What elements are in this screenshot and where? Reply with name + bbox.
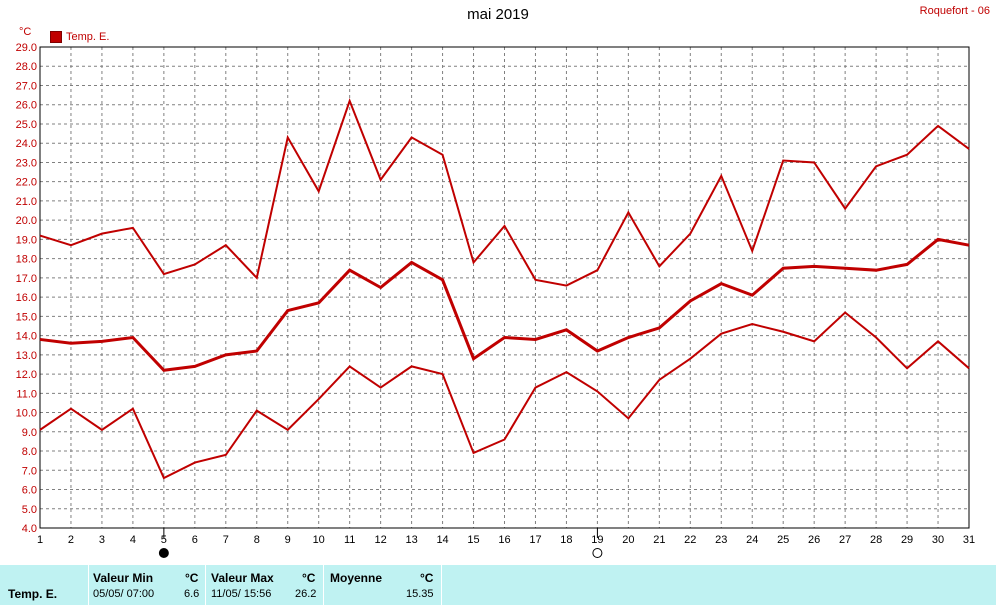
x-tick-label: 19 — [591, 534, 603, 546]
x-tick-label: 13 — [405, 534, 417, 546]
y-tick-label: 16.0 — [16, 292, 37, 304]
stats-min-header: Valeur Min — [93, 571, 154, 585]
full-moon-icon — [592, 548, 603, 558]
y-axis-unit: °C — [19, 26, 32, 38]
y-tick-label: 28.0 — [16, 61, 37, 73]
y-tick-label: 6.0 — [22, 485, 37, 497]
stats-min-unit: °C — [185, 571, 199, 585]
y-tick-label: 11.0 — [16, 388, 37, 400]
x-tick-label: 11 — [344, 534, 355, 546]
x-tick-label: 29 — [901, 534, 913, 546]
x-tick-label: 27 — [839, 534, 851, 546]
stats-max-date: 11/05/ 15:56 — [211, 588, 272, 600]
station-name: Roquefort - 06 — [919, 5, 990, 17]
plot-frame — [39, 46, 970, 529]
y-tick-label: 15.0 — [16, 311, 37, 323]
temperature-chart: 4.05.06.07.08.09.010.011.012.013.014.015… — [16, 42, 975, 558]
y-tick-label: 12.0 — [16, 369, 37, 381]
y-tick-label: 5.0 — [22, 504, 37, 516]
y-tick-label: 23.0 — [16, 157, 37, 169]
y-tick-label: 24.0 — [16, 138, 37, 150]
x-tick-label: 14 — [436, 534, 448, 546]
y-tick-label: 19.0 — [16, 234, 37, 246]
x-tick-label: 16 — [498, 534, 510, 546]
x-tick-label: 8 — [254, 534, 260, 546]
y-tick-label: 27.0 — [16, 80, 37, 92]
x-tick-label: 3 — [99, 534, 105, 546]
legend: Temp. E. — [50, 31, 109, 43]
y-tick-label: 14.0 — [16, 331, 37, 343]
series-line-min — [39, 311, 970, 480]
x-tick-label: 9 — [285, 534, 291, 546]
stats-min-date: 05/05/ 07:00 — [93, 588, 155, 600]
stats-panel: Temp. E. Valeur Min °C 05/05/ 07:00 6.6 … — [0, 565, 996, 605]
x-tick-label: 15 — [467, 534, 479, 546]
x-tick-label: 2 — [68, 534, 74, 546]
stats-min-value: 6.6 — [184, 588, 200, 600]
x-tick-label: 21 — [653, 534, 665, 546]
series-line-max — [39, 97, 970, 287]
x-tick-label: 22 — [684, 534, 696, 546]
x-tick-label: 12 — [375, 534, 387, 546]
stats-max-header: Valeur Max — [211, 571, 274, 585]
y-tick-label: 8.0 — [22, 446, 37, 458]
x-tick-label: 30 — [932, 534, 944, 546]
x-tick-label: 23 — [715, 534, 727, 546]
new-moon-icon — [158, 548, 169, 558]
legend-label: Temp. E. — [66, 31, 110, 43]
x-tick-label: 25 — [777, 534, 789, 546]
x-tick-label: 20 — [622, 534, 634, 546]
x-tick-label: 26 — [808, 534, 820, 546]
x-tick-label: 1 — [37, 534, 43, 546]
x-tick-label: 6 — [192, 534, 198, 546]
stats-avg-unit: °C — [420, 571, 434, 585]
legend-swatch — [50, 31, 62, 43]
x-tick-label: 7 — [223, 534, 229, 546]
y-tick-label: 17.0 — [16, 273, 37, 285]
stats-max-unit: °C — [302, 571, 316, 585]
y-tick-label: 22.0 — [16, 177, 37, 189]
y-tick-label: 13.0 — [16, 350, 37, 362]
x-tick-label: 18 — [560, 534, 572, 546]
stats-series-cell: Temp. E. — [0, 565, 89, 605]
y-tick-label: 4.0 — [22, 523, 37, 535]
x-tick-label: 4 — [130, 534, 136, 546]
x-tick-label: 31 — [963, 534, 975, 546]
x-tick-label: 10 — [313, 534, 325, 546]
x-tick-label: 28 — [870, 534, 882, 546]
stats-avg-header: Moyenne — [330, 571, 383, 585]
y-tick-label: 20.0 — [16, 215, 37, 227]
y-tick-label: 26.0 — [16, 100, 37, 112]
x-tick-label: 24 — [746, 534, 758, 546]
y-tick-label: 7.0 — [22, 465, 37, 477]
chart-title: mai 2019 — [467, 6, 529, 23]
stats-min-cell: Valeur Min °C 05/05/ 07:00 6.6 — [89, 565, 206, 605]
y-tick-label: 9.0 — [22, 427, 37, 439]
x-tick-label: 5 — [161, 534, 167, 546]
stats-avg-value: 15.35 — [406, 588, 434, 600]
y-tick-label: 18.0 — [16, 254, 37, 266]
x-tick-label: 17 — [529, 534, 541, 546]
y-tick-label: 29.0 — [16, 42, 37, 54]
stats-series-name: Temp. E. — [8, 587, 58, 601]
y-tick-label: 10.0 — [16, 408, 37, 420]
stats-avg-cell: Moyenne °C 15.35 — [324, 565, 442, 605]
stats-max-cell: Valeur Max °C 11/05/ 15:56 26.2 — [206, 565, 324, 605]
stats-max-value: 26.2 — [295, 588, 317, 600]
series-line-mean — [39, 237, 970, 372]
y-tick-label: 25.0 — [16, 119, 37, 131]
y-tick-label: 21.0 — [16, 196, 37, 208]
